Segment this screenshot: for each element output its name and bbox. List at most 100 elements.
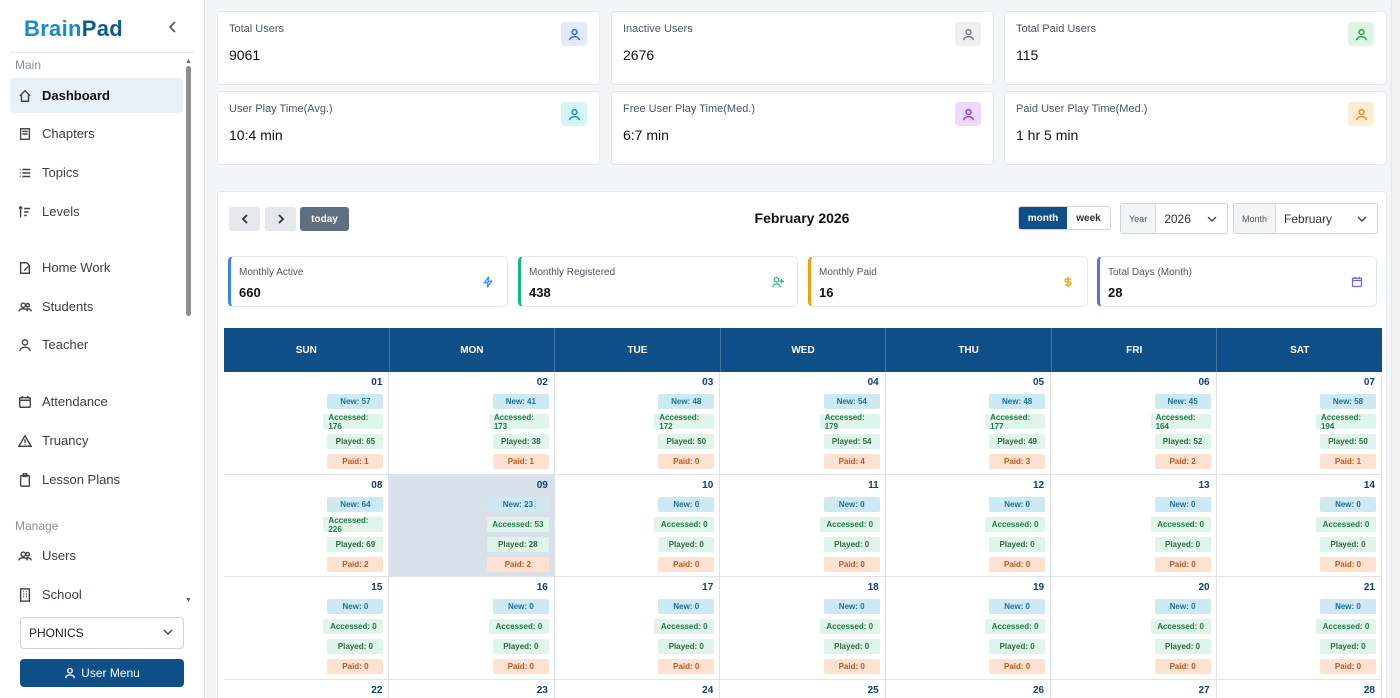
new-badge[interactable]: New: 57 [327, 394, 384, 409]
calendar-day-cell[interactable]: 12 New: 0 Accessed: 0 Played: 0 Paid: 0 [885, 475, 1052, 577]
brand-logo[interactable]: BrainPad [24, 16, 123, 42]
calendar-day-cell[interactable]: 07 New: 58 Accessed: 194 Played: 50 Paid: 1 [1216, 372, 1382, 475]
sidebar-item-users[interactable]: Users [10, 538, 183, 573]
calendar-day-cell[interactable]: 16 New: 0 Accessed: 0 Played: 0 Paid: 0 [389, 577, 555, 680]
calendar-day-cell[interactable]: 06 New: 45 Accessed: 164 Played: 52 Paid: 2 [1051, 372, 1217, 475]
sidebar-item-lesson-plans[interactable]: Lesson Plans [10, 462, 183, 497]
new-badge[interactable]: New: 0 [492, 599, 549, 614]
calendar-day-cell[interactable]: 09 New: 23 Accessed: 53 Played: 28 Paid: 2 [389, 475, 555, 577]
sidebar-scrollbar[interactable]: ▲ ▼ [185, 58, 192, 604]
new-badge[interactable]: New: 0 [989, 497, 1046, 512]
calendar-day-cell[interactable]: 15 New: 0 Accessed: 0 Played: 0 Paid: 0 [224, 577, 390, 680]
day-number[interactable]: 03 [702, 377, 714, 388]
played-badge[interactable]: Played: 0 [1319, 639, 1376, 654]
calendar-day-cell[interactable]: 27 [1051, 680, 1217, 698]
played-badge[interactable]: Played: 0 [492, 639, 549, 654]
calendar-day-cell[interactable]: 14 New: 0 Accessed: 0 Played: 0 Paid: 0 [1216, 475, 1382, 577]
calendar-day-cell[interactable]: 05 New: 48 Accessed: 177 Played: 49 Paid: 3 [885, 372, 1052, 475]
year-select[interactable]: Year 2026 [1120, 203, 1228, 234]
day-number[interactable]: 19 [1033, 582, 1045, 593]
accessed-badge[interactable]: Accessed: 0 [1150, 619, 1211, 634]
accessed-badge[interactable]: Accessed: 0 [654, 619, 715, 634]
accessed-badge[interactable]: Accessed: 0 [1315, 619, 1376, 634]
paid-badge[interactable]: Paid: 2 [486, 557, 549, 572]
new-badge[interactable]: New: 23 [486, 497, 549, 512]
accessed-badge[interactable]: Accessed: 0 [819, 619, 880, 634]
accessed-badge[interactable]: Accessed: 53 [486, 517, 549, 532]
new-badge[interactable]: New: 0 [823, 599, 880, 614]
day-number[interactable]: 07 [1363, 377, 1375, 388]
day-number[interactable]: 05 [1033, 377, 1045, 388]
accessed-badge[interactable]: Accessed: 226 [323, 516, 384, 534]
calendar-day-cell[interactable]: 19 New: 0 Accessed: 0 Played: 0 Paid: 0 [885, 577, 1052, 680]
paid-badge[interactable]: Paid: 0 [492, 659, 549, 674]
played-badge[interactable]: Played: 50 [1319, 434, 1376, 449]
played-badge[interactable]: Played: 0 [1319, 537, 1376, 552]
day-number[interactable]: 28 [1363, 685, 1375, 696]
collapse-sidebar-icon[interactable] [168, 20, 182, 36]
accessed-badge[interactable]: Accessed: 173 [488, 413, 549, 431]
played-badge[interactable]: Played: 52 [1154, 434, 1211, 449]
calendar-day-cell[interactable]: 08 New: 64 Accessed: 226 Played: 69 Paid: 2 [224, 475, 390, 577]
played-badge[interactable]: Played: 0 [327, 639, 384, 654]
new-badge[interactable]: New: 0 [1154, 497, 1211, 512]
calendar-day-cell[interactable]: 23 [389, 680, 555, 698]
day-number[interactable]: 22 [371, 685, 383, 696]
sidebar-item-dashboard[interactable]: Dashboard [10, 78, 183, 113]
user-menu-button[interactable]: User Menu [20, 659, 184, 687]
sidebar-item-levels[interactable]: Levels [10, 194, 183, 229]
new-badge[interactable]: New: 0 [1154, 599, 1211, 614]
sidebar-item-truancy[interactable]: Truancy [10, 423, 183, 458]
new-badge[interactable]: New: 58 [1319, 394, 1376, 409]
accessed-badge[interactable]: Accessed: 0 [1315, 517, 1376, 532]
subject-select[interactable]: PHONICS [20, 617, 184, 649]
sidebar-item-school[interactable]: School [10, 577, 183, 606]
day-number[interactable]: 20 [1198, 582, 1210, 593]
sidebar-item-students[interactable]: Students [10, 289, 183, 324]
day-number[interactable]: 12 [1033, 480, 1045, 491]
day-number[interactable]: 13 [1198, 480, 1210, 491]
calendar-day-cell[interactable]: 02 New: 41 Accessed: 173 Played: 38 Paid: 1 [389, 372, 555, 475]
played-badge[interactable]: Played: 50 [658, 434, 715, 449]
accessed-badge[interactable]: Accessed: 164 [1150, 413, 1211, 431]
calendar-day-cell[interactable]: 22 [224, 680, 390, 698]
accessed-badge[interactable]: Accessed: 172 [654, 413, 715, 431]
paid-badge[interactable]: Paid: 0 [658, 557, 715, 572]
played-badge[interactable]: Played: 69 [327, 537, 384, 552]
day-number[interactable]: 24 [702, 685, 714, 696]
paid-badge[interactable]: Paid: 0 [658, 454, 715, 469]
sidebar-item-chapters[interactable]: Chapters [10, 116, 183, 151]
accessed-badge[interactable]: Accessed: 177 [985, 413, 1046, 431]
day-number[interactable]: 23 [536, 685, 548, 696]
sidebar-item-attendance[interactable]: Attendance [10, 384, 183, 419]
paid-badge[interactable]: Paid: 0 [1154, 659, 1211, 674]
sidebar-item-teacher[interactable]: Teacher [10, 327, 183, 362]
day-number[interactable]: 25 [867, 685, 879, 696]
day-number[interactable]: 18 [867, 582, 879, 593]
calendar-day-cell[interactable]: 26 [885, 680, 1052, 698]
paid-badge[interactable]: Paid: 1 [327, 454, 384, 469]
played-badge[interactable]: Played: 0 [989, 537, 1046, 552]
day-number[interactable]: 15 [371, 582, 383, 593]
new-badge[interactable]: New: 0 [989, 599, 1046, 614]
day-number[interactable]: 02 [536, 377, 548, 388]
accessed-badge[interactable]: Accessed: 0 [819, 517, 880, 532]
new-badge[interactable]: New: 0 [823, 497, 880, 512]
calendar-day-cell[interactable]: 21 New: 0 Accessed: 0 Played: 0 Paid: 0 [1216, 577, 1382, 680]
paid-badge[interactable]: Paid: 0 [989, 557, 1046, 572]
day-number[interactable]: 04 [867, 377, 879, 388]
today-button[interactable]: today [300, 207, 349, 231]
new-badge[interactable]: New: 0 [1319, 497, 1376, 512]
new-badge[interactable]: New: 0 [1319, 599, 1376, 614]
day-number[interactable]: 09 [536, 480, 548, 491]
calendar-day-cell[interactable]: 10 New: 0 Accessed: 0 Played: 0 Paid: 0 [554, 475, 721, 577]
paid-badge[interactable]: Paid: 0 [658, 659, 715, 674]
prev-month-button[interactable] [229, 207, 260, 231]
calendar-day-cell[interactable]: 11 New: 0 Accessed: 0 Played: 0 Paid: 0 [720, 475, 886, 577]
played-badge[interactable]: Played: 0 [1154, 639, 1211, 654]
calendar-day-cell[interactable]: 03 New: 48 Accessed: 172 Played: 50 Paid: 0 [554, 372, 721, 475]
new-badge[interactable]: New: 0 [658, 497, 715, 512]
new-badge[interactable]: New: 0 [658, 599, 715, 614]
new-badge[interactable]: New: 64 [327, 497, 384, 512]
month-view-button[interactable]: month [1019, 207, 1067, 229]
